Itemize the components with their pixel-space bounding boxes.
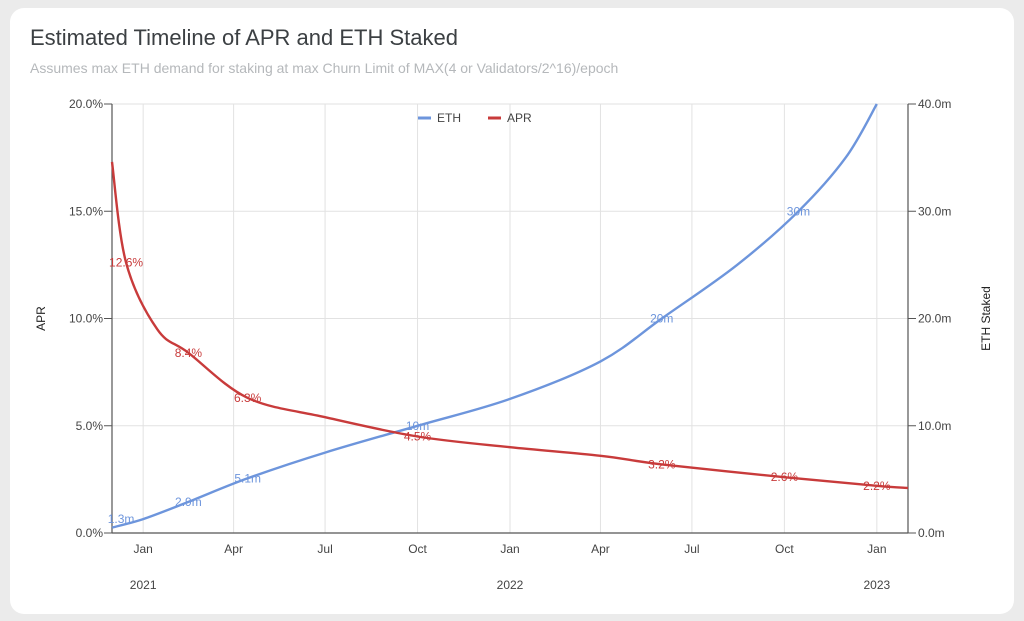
y-right-tick-label: 30.0m — [918, 204, 951, 218]
x-tick-label: Jan — [500, 542, 519, 556]
x-tick-label: Jul — [317, 542, 332, 556]
x-year-label: 2023 — [863, 578, 890, 592]
y-left-axis-title: APR — [34, 306, 48, 331]
legend-label-apr: APR — [507, 111, 532, 125]
chart-card — [10, 8, 1014, 614]
data-label-eth: 20m — [650, 312, 673, 326]
data-label-eth: 1.3m — [108, 512, 135, 526]
x-tick-label: Apr — [224, 542, 243, 556]
x-tick-label: Oct — [775, 542, 794, 556]
y-left-tick-label: 5.0% — [76, 419, 104, 433]
data-label-eth: 30m — [787, 204, 810, 218]
y-right-tick-label: 20.0m — [918, 312, 951, 326]
x-tick-label: Jan — [867, 542, 886, 556]
y-left-tick-label: 20.0% — [69, 97, 103, 111]
data-label-apr: 6.3% — [234, 391, 262, 405]
data-label-apr: 8.4% — [175, 346, 203, 360]
x-year-label: 2022 — [497, 578, 524, 592]
y-right-tick-label: 40.0m — [918, 97, 951, 111]
data-label-apr: 2.2% — [863, 479, 891, 493]
data-label-apr: 2.6% — [771, 470, 799, 484]
chart-title: Estimated Timeline of APR and ETH Staked — [30, 25, 458, 50]
data-label-eth: 10m — [406, 419, 429, 433]
y-left-tick-label: 10.0% — [69, 312, 103, 326]
series-line-eth — [111, 103, 878, 529]
x-tick-label: Apr — [591, 542, 610, 556]
y-right-tick-label: 0.0m — [918, 526, 945, 540]
data-label-eth: 2.9m — [175, 495, 202, 509]
x-year-label: 2021 — [130, 578, 157, 592]
data-label-apr: 4.5% — [404, 429, 432, 443]
x-tick-label: Jan — [133, 542, 152, 556]
y-right-axis-title: ETH Staked — [979, 286, 993, 351]
legend-label-eth: ETH — [437, 111, 461, 125]
x-tick-label: Oct — [408, 542, 427, 556]
data-label-eth: 5.1m — [234, 471, 261, 485]
y-right-tick-label: 10.0m — [918, 419, 951, 433]
chart-subtitle: Assumes max ETH demand for staking at ma… — [30, 60, 619, 76]
series-line-apr — [110, 161, 909, 490]
y-left-tick-label: 15.0% — [69, 204, 103, 218]
x-tick-label: Jul — [684, 542, 699, 556]
y-left-tick-label: 0.0% — [76, 526, 104, 540]
data-label-apr: 12.6% — [109, 256, 143, 270]
data-label-apr: 3.2% — [648, 457, 676, 471]
